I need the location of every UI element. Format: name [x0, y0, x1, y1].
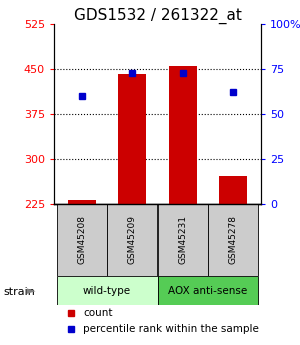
Text: wild-type: wild-type	[83, 286, 131, 296]
Bar	[56, 204, 107, 276]
Text: percentile rank within the sample: percentile rank within the sample	[83, 324, 259, 334]
Bar	[158, 276, 259, 305]
Text: GSM45208: GSM45208	[77, 216, 86, 265]
Text: strain: strain	[3, 287, 35, 296]
Bar	[107, 204, 158, 276]
Text: GSM45278: GSM45278	[229, 216, 238, 265]
Bar	[169, 66, 196, 204]
Bar	[56, 276, 158, 305]
Bar	[208, 204, 259, 276]
Bar	[158, 204, 208, 276]
Text: AOX anti-sense: AOX anti-sense	[168, 286, 248, 296]
Bar	[118, 74, 146, 204]
Text: GSM45231: GSM45231	[178, 216, 187, 265]
Bar	[68, 200, 96, 204]
Text: count: count	[83, 308, 112, 318]
Text: ►: ►	[27, 287, 35, 296]
Bar	[219, 176, 247, 204]
Title: GDS1532 / 261322_at: GDS1532 / 261322_at	[74, 8, 242, 24]
Text: GSM45209: GSM45209	[128, 216, 137, 265]
